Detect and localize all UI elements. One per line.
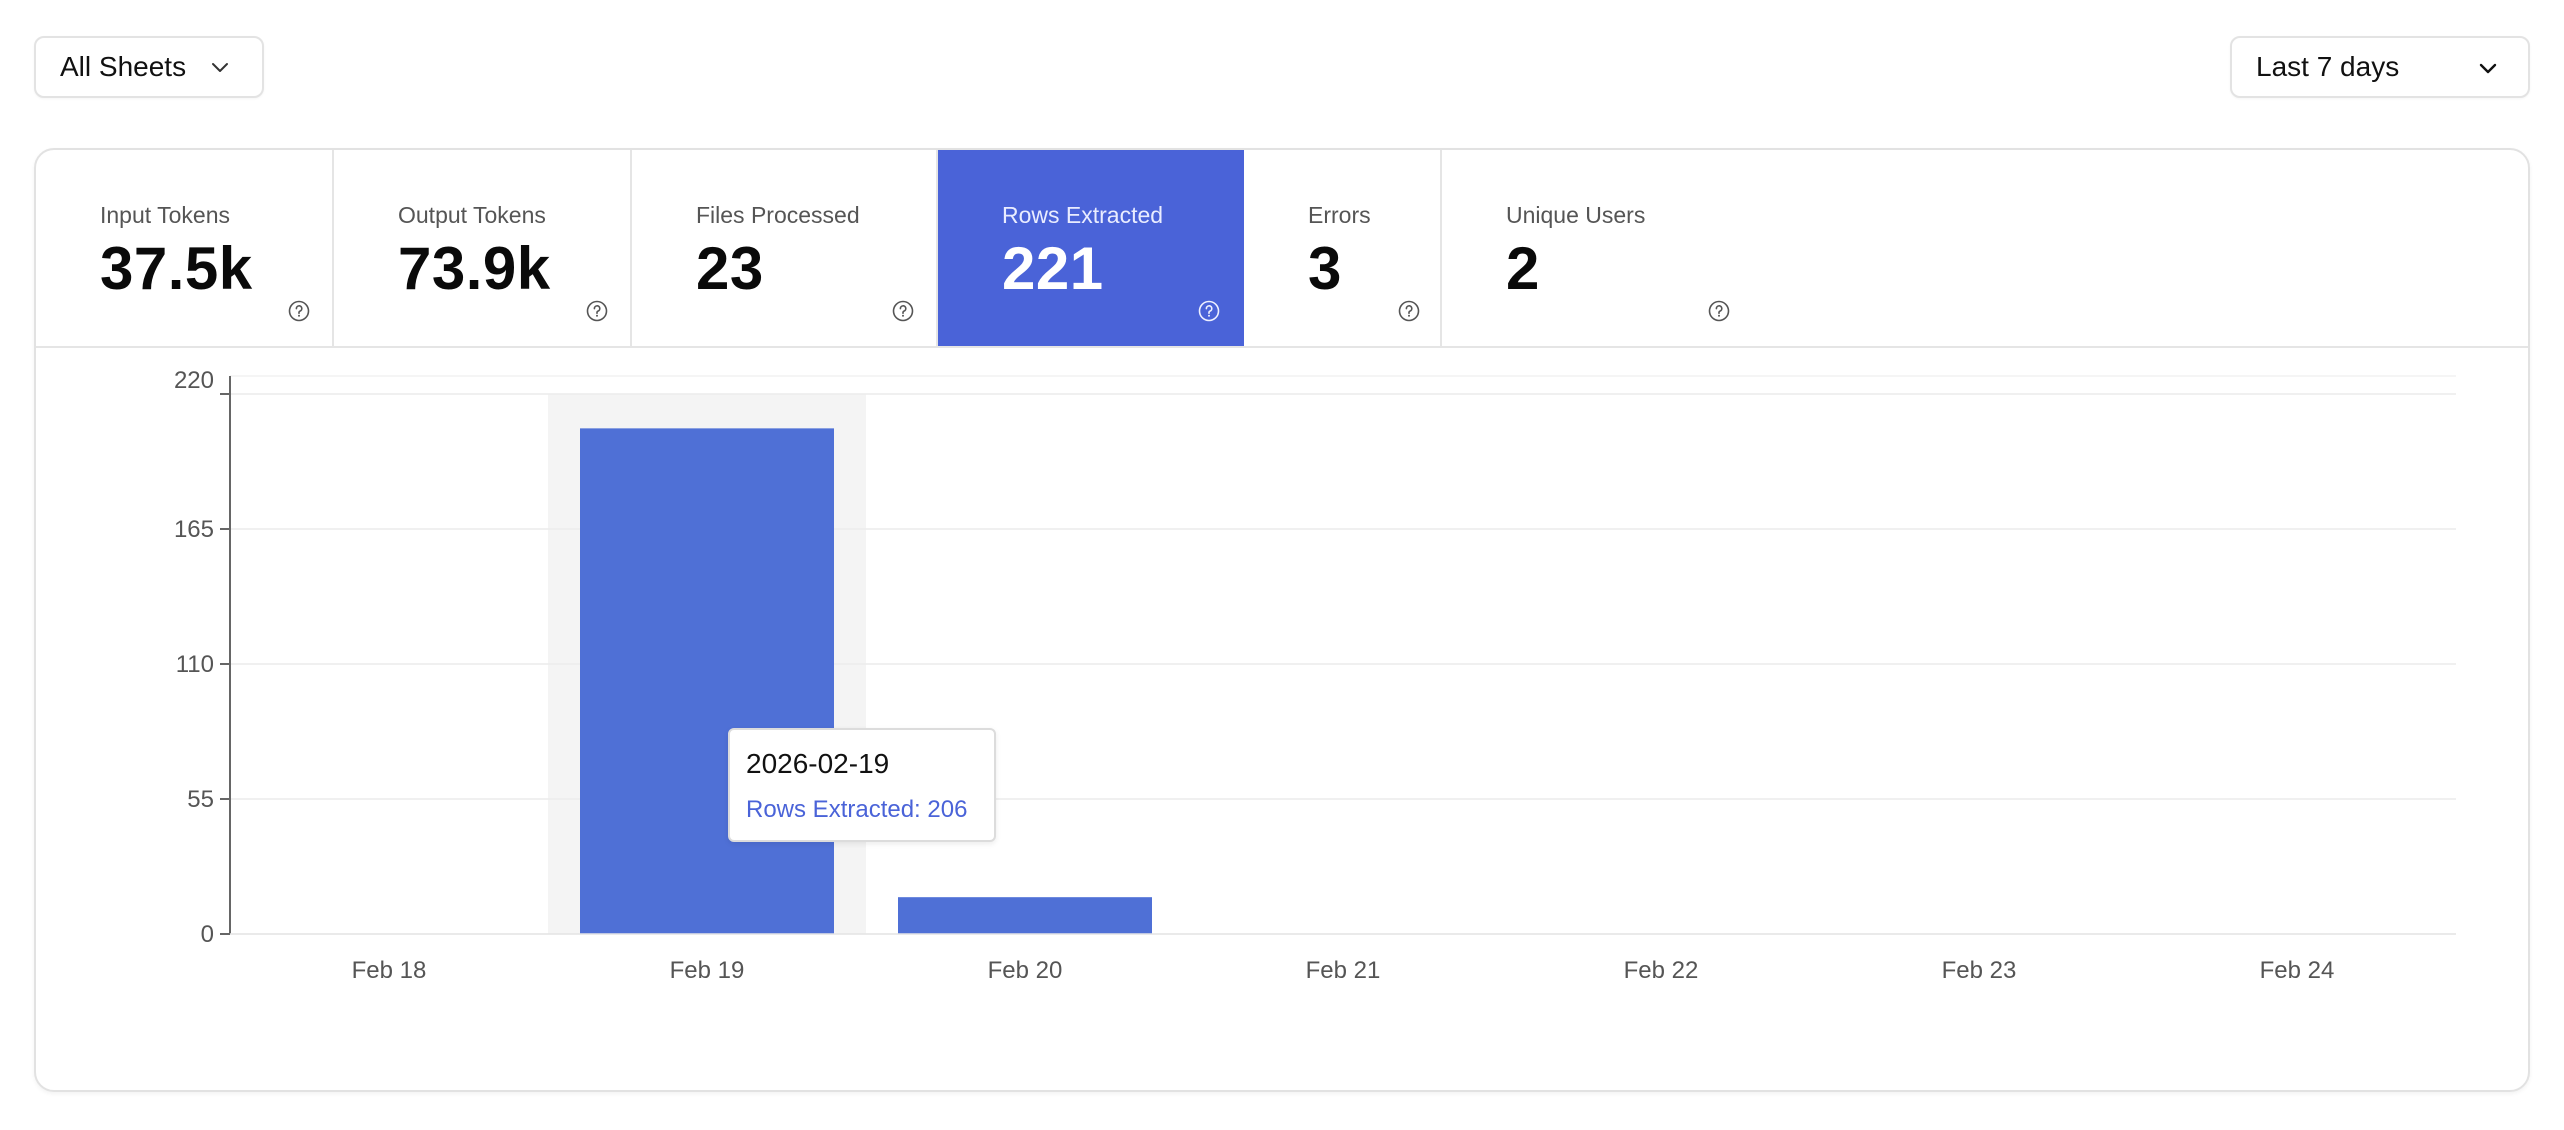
metric-label: Rows Extracted [1002,202,1164,228]
bar-chart: 0 55 110 165 220 Feb 18 Feb 19 Feb 20 Feb 21 Feb … [174,367,2456,984]
x-tick-label: Feb 20 [988,957,1063,984]
metric-value: 73.9k [398,235,551,302]
tooltip-date: 2026-02-19 [746,748,890,779]
date-range-dropdown[interactable]: Last 7 days [2230,36,2530,98]
metric-label: Files Processed [696,202,860,228]
x-tick-label: Feb 24 [2260,957,2335,984]
metric-label: Output Tokens [398,202,546,228]
metric-tab-unique-users[interactable]: Unique Users 2 [1442,150,1740,346]
metric-value: 221 [1002,235,1104,302]
metric-tab-input-tokens[interactable]: Input Tokens 37.5k [36,150,334,346]
metric-label: Input Tokens [100,202,231,228]
x-tick-label: Feb 21 [1306,957,1381,984]
rows-extracted-chart: 0 55 110 165 220 Feb 18 Feb 19 Feb 20 Feb 21 Feb … [36,348,2528,1090]
metric-tab-output-tokens[interactable]: Output Tokens 73.9k [334,150,632,346]
tooltip-value: Rows Extracted: 206 [746,796,968,823]
metric-value: 23 [696,235,764,302]
bar-feb-20 [898,897,1152,934]
x-tick-label: Feb 19 [670,957,745,984]
y-tick-label: 220 [174,367,214,394]
analytics-card: Input Tokens 37.5k Output Tokens 73.9k F… [34,148,2530,1092]
y-tick-label: 55 [187,786,214,813]
help-circle-icon[interactable] [586,300,608,322]
metric-label: Unique Users [1506,202,1646,228]
x-tick-label: Feb 22 [1624,957,1699,984]
bar-feb-19 [580,428,834,934]
chevron-down-icon [2479,63,2497,74]
metric-value: 3 [1308,235,1342,302]
help-circle-icon[interactable] [1708,300,1730,322]
sheets-dropdown-label: All Sheets [60,51,187,82]
y-tick-label: 0 [201,921,214,948]
date-range-label: Last 7 days [2256,51,2400,82]
metric-value: 2 [1506,235,1540,302]
metric-tab-rows-extracted[interactable]: Rows Extracted 221 [938,150,1244,346]
metric-label: Errors [1308,202,1371,228]
y-tick-label: 165 [174,516,214,543]
chart-tooltip: 2026-02-19 Rows Extracted: 206 [728,728,996,842]
help-circle-icon[interactable] [1198,300,1220,322]
metric-tab-errors[interactable]: Errors 3 [1244,150,1442,346]
help-circle-icon[interactable] [288,300,310,322]
filter-bar: All Sheets Last 7 days [0,0,2564,140]
metric-tabs: Input Tokens 37.5k Output Tokens 73.9k F… [36,150,2528,348]
help-circle-icon[interactable] [892,300,914,322]
x-tick-label: Feb 23 [1942,957,2017,984]
y-tick-label: 110 [176,651,214,678]
metric-value: 37.5k [100,235,253,302]
x-tick-label: Feb 18 [352,957,427,984]
chevron-down-icon [212,63,229,72]
sheets-dropdown[interactable]: All Sheets [34,36,264,98]
metric-tab-files-processed[interactable]: Files Processed 23 [632,150,938,346]
help-circle-icon[interactable] [1398,300,1420,322]
